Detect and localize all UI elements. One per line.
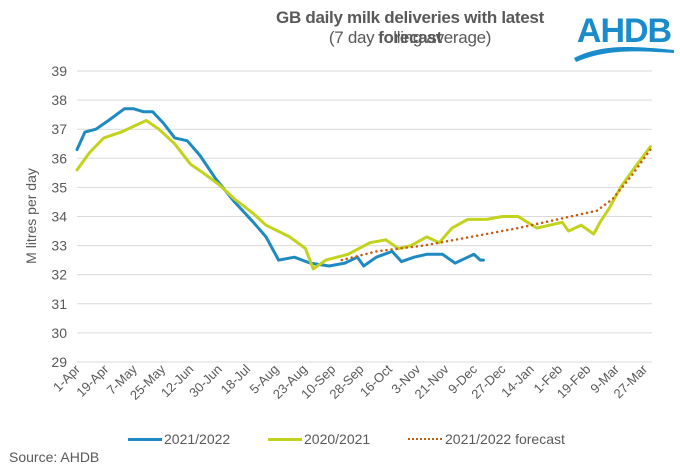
ahdb-logo: AHDB	[574, 12, 674, 62]
legend-swatch-2020-2021	[268, 437, 302, 441]
y-tick-label: 38	[51, 92, 67, 108]
y-axis-label: M litres per day	[23, 168, 39, 264]
x-tick-label: 30-Jun	[186, 362, 225, 401]
y-tick-label: 34	[51, 209, 67, 225]
y-tick-label: 37	[51, 121, 67, 137]
legend-label: 2020/2021	[304, 431, 371, 447]
source-note: Source: AHDB	[9, 449, 100, 465]
series-line-2021-2022	[75, 107, 485, 268]
chart-title: GB daily milk deliveries with latest for…	[276, 8, 544, 47]
legend-item-forecast: 2021/2022 forecast	[408, 431, 565, 447]
y-tick-label: 31	[51, 296, 67, 312]
x-tick-label: 16-Oct	[357, 361, 395, 399]
legend-item-2021-2022: 2021/2022	[128, 431, 230, 447]
legend-label: 2021/2022	[164, 431, 231, 447]
x-tick-label: 18-Jul	[218, 361, 254, 397]
x-tick-label: 19-Apr	[73, 361, 112, 400]
y-tick-label: 39	[51, 63, 67, 79]
legend-label: 2021/2022 forecast	[445, 431, 565, 447]
y-tick-label: 29	[51, 354, 67, 370]
series-line-2020-2021	[75, 119, 652, 271]
x-tick-label: 14-Jan	[498, 362, 537, 401]
series-line-2021-2022-forecast	[340, 148, 652, 262]
logo-wave-icon	[574, 47, 674, 62]
y-tick-label: 30	[51, 325, 67, 341]
chart-subtitle: (7 day rolling average)	[328, 28, 492, 47]
legend-swatch-2021-2022	[128, 437, 162, 441]
y-tick-label: 35	[51, 179, 67, 195]
y-tick-label: 36	[51, 150, 67, 166]
y-tick-label: 33	[51, 238, 67, 254]
y-tick-label: 32	[51, 267, 67, 283]
legend-swatch-forecast	[408, 438, 442, 440]
legend-item-2020-2021: 2020/2021	[268, 431, 370, 447]
logo-text: AHDB	[577, 12, 672, 50]
